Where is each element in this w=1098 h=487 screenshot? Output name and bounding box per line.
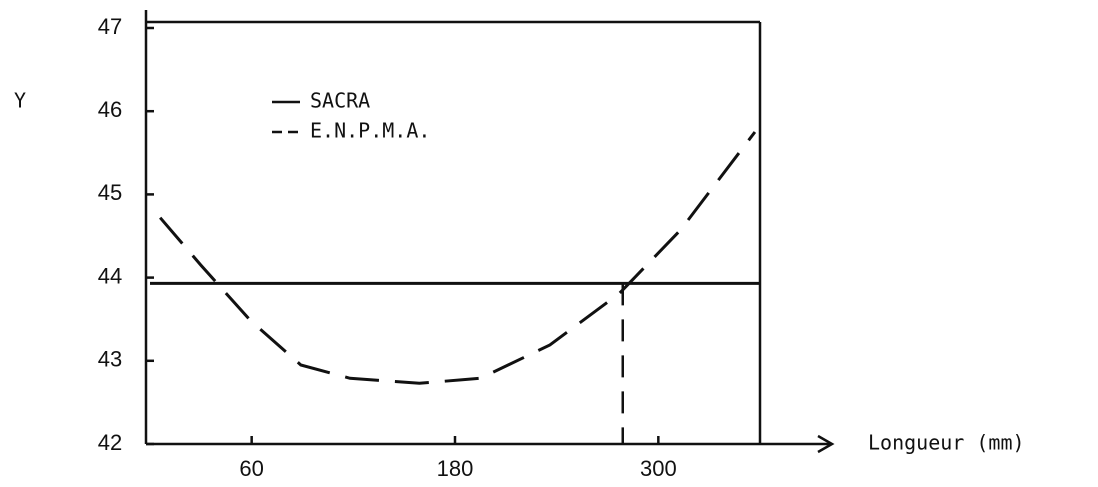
y-tick-label: 44 [98,263,122,288]
legend-label: SACRA [310,89,370,113]
x-tick-label: 300 [640,456,677,481]
x-tick-label: 60 [239,456,263,481]
y-tick-label: 46 [98,97,122,122]
line-series [159,131,757,385]
y-tick-label: 45 [98,180,122,205]
x-axis-arrow [817,434,835,454]
legend-label: E.N.P.M.A. [310,119,430,143]
y-tick-label: 43 [98,347,122,372]
y-tick-label: 42 [98,430,122,455]
y-axis-label: Y [14,89,26,113]
x-axis-label: Longueur (mm) [868,431,1025,455]
y-tick-label: 47 [98,14,122,39]
x-tick-label: 180 [437,456,474,481]
